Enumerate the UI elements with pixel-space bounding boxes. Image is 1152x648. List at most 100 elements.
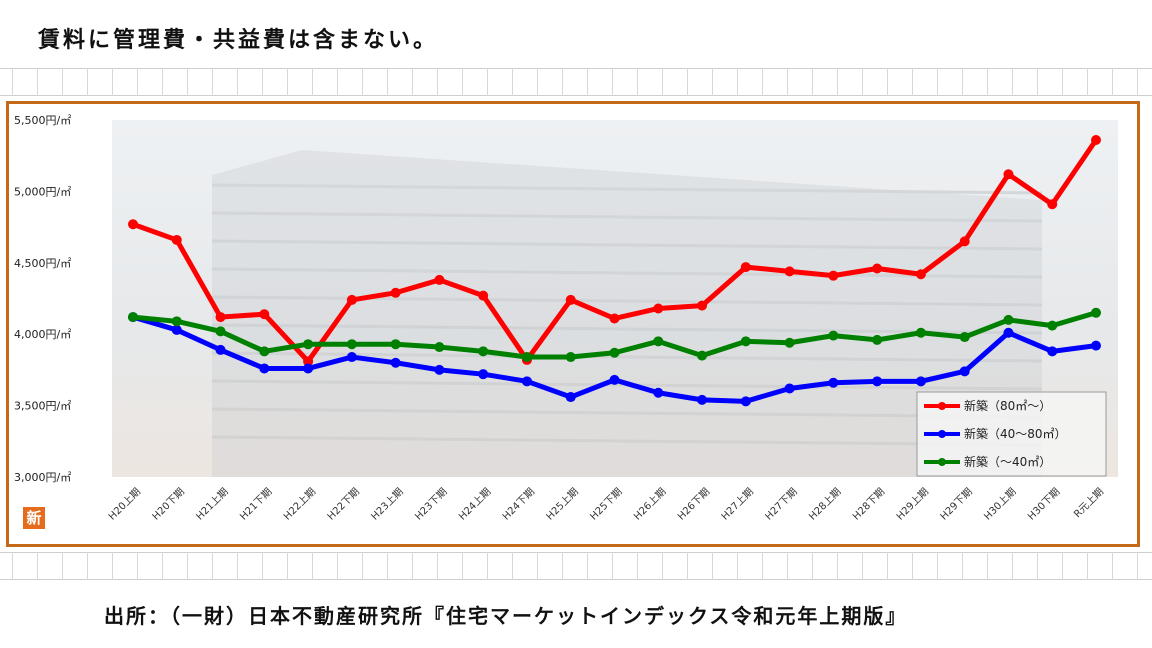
legend-label: 新築（～40㎡） [964,454,1051,469]
data-point [434,342,445,353]
data-point [390,357,401,368]
data-point [259,309,270,320]
data-point [828,330,839,341]
x-tick-label: H26上期 [631,486,668,523]
data-point [1003,327,1014,338]
data-point [697,350,708,361]
data-point [1091,134,1101,145]
data-point [697,300,708,311]
data-point [390,287,401,298]
data-point [915,269,926,280]
data-point [303,363,314,374]
x-tick-label: H30下期 [1025,486,1062,523]
data-point [828,270,839,281]
data-point [521,376,532,387]
data-point [171,324,182,335]
data-point [303,339,314,350]
x-tick-label: H22下期 [325,486,362,523]
data-point [215,326,226,337]
data-point [434,364,445,375]
data-point [828,377,839,388]
data-point [1091,340,1101,351]
data-point [303,356,314,367]
x-tick-label: H25下期 [588,486,625,523]
data-point [128,312,138,323]
x-tick-label: H20下期 [150,486,187,523]
legend-label: 新築（80㎡～） [964,398,1051,413]
data-point [215,312,226,323]
data-point [653,336,664,347]
x-tick-label: H24上期 [456,486,493,523]
data-point [128,219,138,230]
series-1 [128,312,1101,407]
new-logo-icon: 新 [23,507,45,529]
grid-strip-bottom [0,552,1152,580]
data-point [1003,169,1014,180]
data-point [565,392,576,403]
data-point [1003,314,1014,325]
legend-marker [938,402,946,410]
y-tick-label: 5,000円/㎡ [14,185,71,198]
y-tick-label: 4,000円/㎡ [14,328,71,341]
grid-strip-top [0,68,1152,96]
data-point [959,332,970,343]
legend-label: 新築（40～80㎡） [964,426,1067,441]
legend: 新築（80㎡～） 新築（40～80㎡） 新築（～40㎡） [916,391,1107,477]
data-point [872,334,883,345]
data-point [609,347,620,358]
y-tick-label: 3,000円/㎡ [14,471,71,484]
data-point [346,339,357,350]
data-point [959,366,970,377]
data-point [346,352,357,363]
x-tick-label: H23上期 [369,486,406,523]
x-tick-label: R元上期 [1072,486,1107,521]
data-point [521,352,532,363]
series-2 [128,307,1101,363]
legend-marker [938,430,946,438]
data-point [872,263,883,274]
x-tick-label: H24下期 [500,486,537,523]
data-point [653,303,664,314]
data-point [565,294,576,305]
x-tick-label: H27下期 [763,486,800,523]
y-tick-label: 5,500円/㎡ [14,114,71,127]
data-point [259,363,270,374]
data-point [171,234,182,245]
x-tick-label: H23下期 [413,486,450,523]
data-point [740,262,751,273]
x-tick-label: H21下期 [237,486,274,523]
x-tick-label: H21上期 [194,486,231,523]
data-point [915,376,926,387]
data-point [959,236,970,247]
data-point [259,346,270,357]
x-tick-label: H30上期 [982,486,1019,523]
data-point [1047,346,1058,357]
y-tick-label: 4,500円/㎡ [14,257,71,270]
data-point [740,396,751,407]
data-point [915,327,926,338]
x-tick-label: H27上期 [719,486,756,523]
x-tick-label: H28下期 [850,486,887,523]
data-point [784,266,795,277]
note-text: 賃料に管理費・共益費は含まない。 [38,28,439,53]
data-point [478,346,489,357]
x-tick-label: H22上期 [281,486,318,523]
x-tick-label: H29上期 [894,486,931,523]
data-point [565,352,576,363]
data-point [740,336,751,347]
data-point [784,337,795,348]
data-point [434,274,445,285]
data-point [346,294,357,305]
data-point [784,383,795,394]
data-point [390,339,401,350]
x-tick-label: H28上期 [807,486,844,523]
data-point [478,290,489,301]
data-point [1047,199,1058,210]
data-point [1047,320,1058,331]
source-text: 出所：（一財）日本不動産研究所『住宅マーケットインデックス令和元年上期版』 [104,604,908,628]
data-point [1091,307,1101,318]
legend-marker [938,458,946,466]
data-point [653,387,664,398]
data-point [872,376,883,387]
x-tick-label: H29下期 [938,486,975,523]
